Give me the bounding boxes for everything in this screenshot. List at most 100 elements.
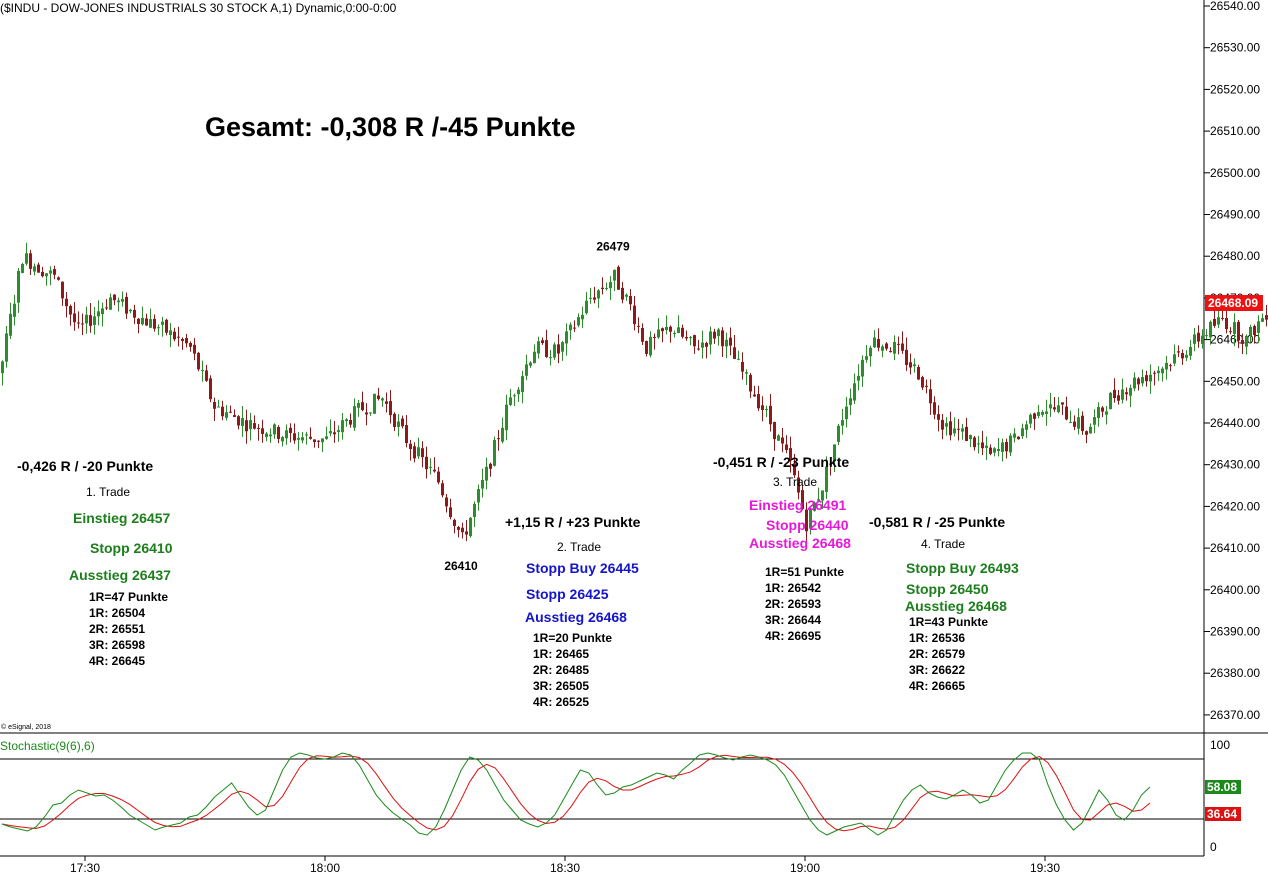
price-swing-label: 26410 [444, 559, 478, 573]
candle-body [117, 300, 120, 303]
candle-body [1073, 421, 1076, 427]
candle-body [625, 294, 628, 297]
chart-header: ($INDU - DOW-JONES INDUSTRIALS 30 STOCK … [0, 1, 397, 15]
last-price-label: 26468.09 [1208, 296, 1258, 310]
candle-body [1177, 351, 1180, 353]
candle-body [65, 298, 68, 307]
candle-body [733, 347, 736, 359]
candle-body [729, 337, 732, 346]
last-price-badge [1205, 295, 1263, 311]
candle-body [765, 408, 768, 410]
candle-body [45, 273, 48, 277]
candle-body [401, 418, 404, 427]
candle-body [197, 352, 200, 370]
candle-body [1013, 433, 1016, 438]
candle-body [585, 300, 588, 314]
candle-body [1001, 442, 1004, 452]
candle-body [133, 309, 136, 318]
candle-body [1217, 317, 1220, 325]
price-swing-label: 26479 [596, 239, 630, 253]
candle-body [453, 519, 456, 526]
candle-body [1229, 331, 1232, 333]
candle-body [437, 471, 440, 483]
candle-body [757, 394, 760, 409]
candle-body [773, 422, 776, 440]
candle-body [565, 331, 568, 344]
candle-body [225, 412, 228, 418]
candle-body [1165, 362, 1168, 370]
candle-body [1125, 392, 1128, 395]
candle-body [645, 340, 648, 354]
candle-body [909, 362, 912, 368]
candle-body [57, 277, 60, 280]
trade-3-stop: Stopp 26440 [766, 517, 849, 533]
candle-body [905, 349, 908, 366]
candle-body [1257, 321, 1260, 333]
candle-body [797, 477, 800, 493]
candle-body [777, 435, 780, 441]
candle-body [1253, 326, 1256, 336]
candle-body [337, 430, 340, 432]
candle-body [261, 428, 264, 434]
candle-body [193, 344, 196, 354]
candle-body [201, 370, 204, 372]
candle-body [325, 436, 328, 439]
candle-body [469, 517, 472, 537]
candle-body [509, 397, 512, 405]
candle-body [897, 343, 900, 345]
candle-body [1161, 368, 1164, 374]
candle-body [741, 361, 744, 372]
candle-body [929, 389, 932, 404]
stochastic-title: Stochastic(9(6),6) [0, 739, 95, 753]
candle-body [977, 443, 980, 445]
candle-body [1181, 353, 1184, 359]
candle-body [1233, 322, 1236, 334]
stoch-d-value: 36.64 [1207, 807, 1237, 821]
candle-body [661, 328, 664, 332]
candle-body [93, 316, 96, 325]
trade-3-label: 3. Trade [773, 475, 817, 489]
candle-body [761, 405, 764, 410]
candle-body [413, 446, 416, 459]
candle-body [569, 324, 572, 331]
candle-body [953, 428, 956, 434]
candle-body [601, 287, 604, 290]
trade-3-annotation: -0,451 R / -23 Punkte 3. Trade Einstieg … [713, 454, 851, 643]
candle-body [1077, 417, 1080, 429]
candle-body [801, 490, 804, 510]
trade-2-level-1r: 1R: 26465 [533, 647, 589, 661]
candle-body [253, 423, 256, 429]
trade-2-level-2r: 2R: 26485 [533, 663, 589, 677]
stoch-tick-0: 0 [1210, 840, 1217, 854]
candle-body [1245, 335, 1248, 347]
candle-body [265, 433, 268, 437]
candle-body [913, 364, 916, 367]
trade-1-level-4r: 4R: 26645 [89, 654, 145, 668]
candle-body [1213, 318, 1216, 326]
candle-body [941, 419, 944, 430]
trade-2-level-3r: 3R: 26505 [533, 679, 589, 693]
candle-body [989, 447, 992, 454]
price-tick-label: 26510.00 [1210, 124, 1260, 138]
candle-body [1037, 412, 1040, 416]
candle-body [617, 266, 620, 290]
candle-body [621, 287, 624, 300]
candle-body [889, 351, 892, 353]
candle-body [397, 421, 400, 427]
candle-body [317, 440, 320, 442]
time-tick-label: 19:30 [1030, 861, 1060, 875]
candle-body [725, 339, 728, 347]
candle-body [1045, 411, 1048, 414]
candle-body [69, 306, 72, 315]
candle-body [13, 303, 16, 317]
candle-body [845, 406, 848, 420]
candle-body [1241, 340, 1244, 344]
candle-body [97, 311, 100, 317]
price-tick-label: 26420.00 [1210, 499, 1260, 513]
candle-body [277, 426, 280, 439]
candle-body [381, 398, 384, 401]
candle-body [489, 463, 492, 469]
trade-4-annotation: -0,581 R / -25 Punkte 4. Trade Stopp Buy… [869, 514, 1019, 693]
candle-body [1017, 436, 1020, 440]
candle-body [189, 342, 192, 347]
